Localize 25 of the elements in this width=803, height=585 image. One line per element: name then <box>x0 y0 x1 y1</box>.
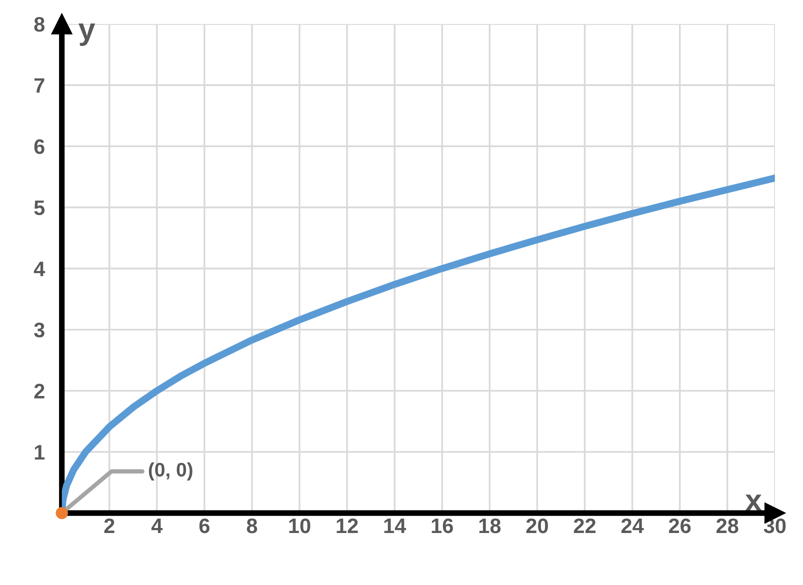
x-tick-label: 26 <box>668 518 691 534</box>
y-tick-label: 6 <box>34 139 44 154</box>
y-tick-label: 4 <box>34 262 46 276</box>
x-tick-label: 10 <box>289 518 310 534</box>
y-tick-label: 1 <box>34 445 45 460</box>
x-tick-label: 24 <box>621 518 644 534</box>
y-tick-label: 8 <box>34 16 45 32</box>
x-tick-label: 28 <box>716 518 738 534</box>
annotation: (0, 0) <box>148 462 192 480</box>
y-axis-title: y <box>78 24 96 46</box>
x-tick-label: 20 <box>526 518 548 534</box>
y-tick-label: 3 <box>34 322 44 338</box>
x-tick-label: 18 <box>479 518 501 534</box>
y-tick-label: 5 <box>34 200 45 216</box>
x-tick-label: 22 <box>574 518 596 534</box>
x-axis-title: x <box>745 494 762 511</box>
x-tick-label: 16 <box>432 518 453 534</box>
x-tick-label: 6 <box>199 518 210 534</box>
x-tick-label: 8 <box>246 518 258 534</box>
x-tick-label: 2 <box>104 518 114 534</box>
y-tick-label: 2 <box>34 384 44 398</box>
x-tick-label: 12 <box>336 518 358 534</box>
x-tick-label: 14 <box>384 518 406 534</box>
x-tick-label: 4 <box>151 518 163 534</box>
y-tick-label: 7 <box>34 78 44 93</box>
